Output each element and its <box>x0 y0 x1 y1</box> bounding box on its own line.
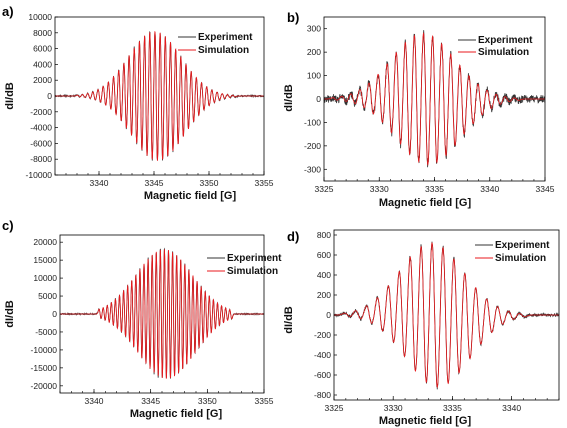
panel-c-xtick-label-2: 3350 <box>198 396 217 406</box>
panel-c-ytick-label-5: 5000 <box>38 291 57 301</box>
panel-d-xtick-label-2: 3335 <box>443 403 462 413</box>
panel-c-label: c) <box>2 218 14 233</box>
panel-d-ytick-label-8: 800 <box>317 230 331 240</box>
panel-b-legend-experiment: Experiment <box>478 35 533 46</box>
panel-a-ytick-label-3: -4000 <box>30 123 52 133</box>
panel-c-xtick-label-0: 3340 <box>85 396 104 406</box>
panel-d-ytick-label-2: -400 <box>314 350 331 360</box>
panel-c-legend: Experiment Simulation <box>207 253 282 277</box>
panel-d-label: d) <box>287 229 299 244</box>
panel-d-ytick-label-0: -800 <box>314 390 331 400</box>
panel-c-ytick-label-8: 20000 <box>33 237 57 247</box>
panel-d-legend-simulation: Simulation <box>495 253 546 264</box>
panel-a-legend-simulation: Simulation <box>198 45 249 56</box>
panel-b-ytick-label-4: 100 <box>307 71 321 81</box>
panel-a-ytick-label-1: -8000 <box>30 154 52 164</box>
panel-b-ylabel: dI/dB <box>283 84 295 112</box>
panel-c-ytick-label-7: 15000 <box>33 255 57 265</box>
panel-c-ytick-label-1: -15000 <box>31 363 58 373</box>
panel-b-ytick-label-0: -300 <box>304 164 321 174</box>
panel-b-ticks: -300 -200 -100 0 100 200 300 3325 3330 3335 3340 33… <box>304 24 555 194</box>
panel-a-legend: Experiment Simulation <box>178 32 253 56</box>
panel-b-plot-frame <box>323 16 546 182</box>
panel-c-xtick-label-1: 3345 <box>141 396 160 406</box>
panel-c-ytick-label-3: -5000 <box>35 327 57 337</box>
panel-b-ytick-label-3: 0 <box>316 94 321 104</box>
panel-a-xlabel: Magnetic field [G] <box>144 190 237 202</box>
panel-d-ytick-label-4: 0 <box>326 310 331 320</box>
panel-c-ylabel: dI/dB <box>4 300 16 328</box>
panel-a: a) dI/dB Magnetic field [G] -10000-8000-… <box>2 4 274 202</box>
panel-a-ytick-label-9: 8000 <box>33 28 52 38</box>
panel-c-plot-frame <box>59 234 265 394</box>
panel-b-ytick-label-1: -200 <box>304 141 321 151</box>
panel-a-legend-experiment: Experiment <box>198 32 253 43</box>
panel-c-ytick-label-2: -10000 <box>31 345 58 355</box>
panel-b-xtick-label-3: 3340 <box>480 184 499 194</box>
panel-b-legend: Experiment Simulation <box>458 35 533 58</box>
panel-a-ytick-label-0: -10000 <box>26 170 53 180</box>
panel-b-xtick-label-4: 3345 <box>536 184 555 194</box>
panel-d-xlabel: Magnetic field [G] <box>379 415 472 427</box>
panel-a-ytick-label-6: 2000 <box>33 75 52 85</box>
panel-d-legend-experiment: Experiment <box>495 240 550 251</box>
panel-a-ytick-label-10: 10000 <box>28 12 52 22</box>
panel-d-ytick-label-3: -200 <box>314 330 331 340</box>
panel-b-xtick-label-0: 3325 <box>315 184 334 194</box>
panel-a-ticks: -10000 -8000 -6000 -4000 -2000 0 2000 4000 6000 8… <box>26 12 274 188</box>
panel-a-ytick-label-7: 4000 <box>33 59 52 69</box>
panel-b-label: b) <box>287 10 299 25</box>
panel-a-ytick-label-4: -2000 <box>30 107 52 117</box>
panel-d: d) dI/dB Magnetic field [G] -800 -600 -400… <box>283 229 560 427</box>
panel-a-ytick-label-5: 0 <box>47 91 52 101</box>
panel-b: b) dI/dB Magnetic field [G] -300 -200 -100… <box>283 10 555 209</box>
panel-b-ytick-label-6: 300 <box>307 24 321 34</box>
panel-d-ytick-label-7: 600 <box>317 250 331 260</box>
panel-b-ytick-label-2: -100 <box>304 117 321 127</box>
panel-d-legend: Experiment Simulation <box>475 240 550 264</box>
panel-d-ytick-label-5: 200 <box>317 290 331 300</box>
panel-a-ytick-label-8: 6000 <box>33 44 52 54</box>
panel-d-ylabel: dI/dB <box>283 306 295 334</box>
panel-d-xtick-label-1: 3330 <box>384 403 403 413</box>
panel-a-plot-frame <box>54 16 265 176</box>
panel-b-xlabel: Magnetic field [G] <box>379 197 472 209</box>
panel-c: c) dI/dB Magnetic field [G] -20000 -15000… <box>2 218 282 420</box>
panel-b-simulation-line <box>324 31 545 167</box>
panel-c-ytick-label-0: -20000 <box>31 381 58 391</box>
panel-c-simulation-line <box>60 249 264 379</box>
panel-b-xtick-label-1: 3330 <box>370 184 389 194</box>
panel-d-ticks: -800 -600 -400 -200 0 200 400 600 800 3325 3330 333… <box>314 230 560 413</box>
panel-a-xtick-label-1: 3345 <box>145 178 164 188</box>
panel-b-legend-simulation: Simulation <box>478 47 529 58</box>
panel-c-ytick-label-6: 10000 <box>33 273 57 283</box>
panel-a-xtick-label-2: 3350 <box>200 178 219 188</box>
panel-c-xtick-label-3: 3355 <box>255 396 274 406</box>
panel-a-ylabel: dI/dB <box>4 82 16 110</box>
panel-a-xtick-label-0: 3340 <box>90 178 109 188</box>
panel-c-ytick-label-4: 0 <box>52 309 57 319</box>
panel-b-xtick-label-2: 3335 <box>425 184 444 194</box>
panel-d-ytick-label-1: -600 <box>314 370 331 380</box>
panel-b-ytick-label-5: 200 <box>307 47 321 57</box>
panel-a-simulation-line <box>55 31 264 161</box>
panel-d-xtick-label-3: 3340 <box>502 403 521 413</box>
panel-a-xtick-label-3: 3355 <box>255 178 274 188</box>
panel-d-plot-frame <box>333 229 560 401</box>
panel-d-simulation-line <box>334 241 559 389</box>
panel-d-ytick-label-6: 400 <box>317 270 331 280</box>
panel-d-xtick-label-0: 3325 <box>325 403 344 413</box>
panel-a-ytick-label-2: -6000 <box>30 138 52 148</box>
panel-c-legend-simulation: Simulation <box>227 266 278 277</box>
panel-c-legend-experiment: Experiment <box>227 253 282 264</box>
panel-c-xlabel: Magnetic field [G] <box>130 408 223 420</box>
panel-a-label: a) <box>2 4 14 19</box>
